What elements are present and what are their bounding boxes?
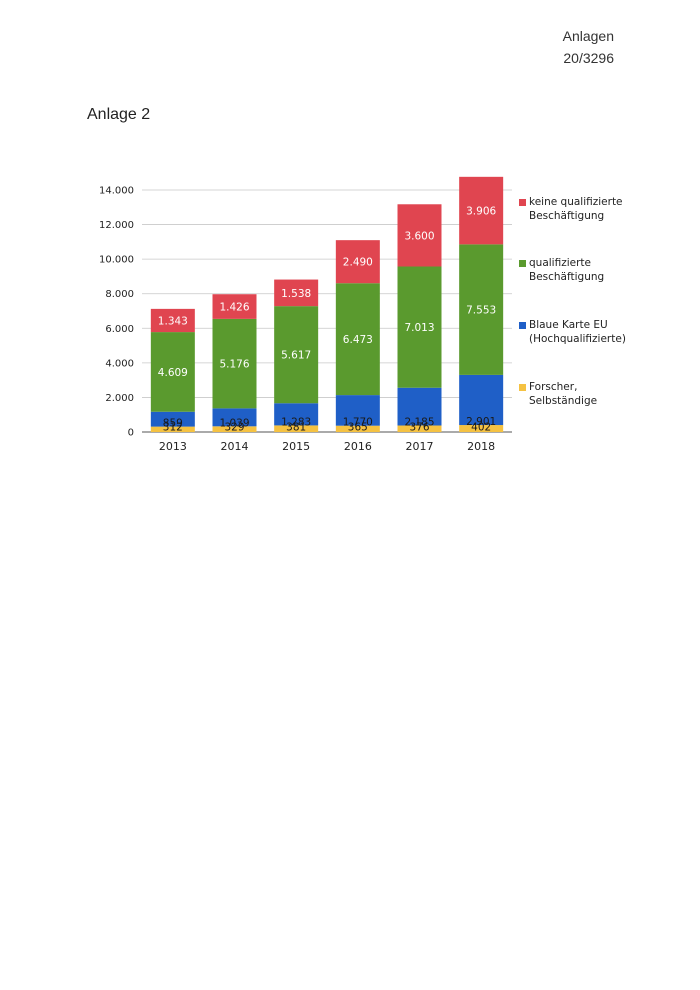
legend-label-keine: Beschäftigung [529, 210, 604, 222]
x-axis: 2013 2014 2015 2016 2017 2018 [159, 440, 495, 453]
bar-segment-forscher-2017 [397, 425, 442, 432]
value-label-qualifiziert-2013: 4.609 [158, 367, 188, 379]
bar-segment-forscher-2013 [150, 426, 195, 432]
bar-segment-blaue_karte-2016 [335, 395, 380, 426]
legend-label-blaue_karte: (Hochqualifizierte) [529, 333, 626, 345]
legend-label-blaue_karte: Blaue Karte EU [529, 319, 608, 331]
value-label-blaue_karte-2016: 1.770 [343, 417, 373, 429]
bar-segment-blaue_karte-2013 [150, 411, 195, 427]
x-tick-label: 2016 [344, 440, 372, 453]
value-label-forscher-2017: 376 [409, 422, 429, 434]
y-tick-label: 4.000 [105, 358, 134, 369]
legend-label-qualifiziert: qualifizierte [529, 257, 591, 269]
bar-segment-keine-2016 [335, 240, 380, 284]
page-label: Anlage 2 [87, 106, 151, 123]
value-label-qualifiziert-2016: 6.473 [343, 334, 373, 346]
legend-swatch-keine [519, 199, 526, 206]
bar-segment-blaue_karte-2014 [212, 408, 257, 427]
bar-segment-qualifiziert-2017 [397, 266, 442, 388]
y-axis: 0 2.000 4.000 6.000 8.000 10.000 12.000 14.000 [99, 186, 134, 439]
x-tick-label: 2017 [406, 440, 434, 453]
x-tick-label: 2013 [159, 440, 187, 453]
value-label-keine-2015: 1.538 [281, 288, 311, 300]
value-label-forscher-2016: 365 [348, 422, 368, 434]
bar-segment-forscher-2014 [212, 426, 257, 432]
legend-label-keine: keine qualifizierte [529, 196, 623, 208]
x-tick-label: 2015 [282, 440, 310, 453]
bar-segment-blaue_karte-2017 [397, 387, 442, 426]
bar-segment-qualifiziert-2013 [150, 332, 195, 412]
value-label-blaue_karte-2014: 1.039 [219, 417, 249, 429]
value-label-forscher-2013: 312 [163, 422, 183, 434]
value-label-forscher-2014: 329 [224, 422, 244, 434]
bar-segment-forscher-2016 [335, 425, 380, 432]
bar-segment-keine-2013 [150, 308, 195, 333]
y-tick-label: 2.000 [105, 393, 134, 404]
legend-label-forscher: Selbständige [529, 395, 597, 407]
legend-label-qualifiziert: Beschäftigung [529, 271, 604, 283]
value-label-blaue_karte-2017: 2.185 [404, 417, 434, 429]
x-tick-label: 2018 [467, 440, 495, 453]
bar-segment-forscher-2015 [274, 425, 319, 432]
value-label-keine-2018: 3.906 [466, 206, 496, 218]
value-label-qualifiziert-2015: 5.617 [281, 350, 311, 362]
header-line-1: Anlagen [562, 28, 614, 44]
y-tick-label: 6.000 [105, 324, 134, 335]
value-label-blaue_karte-2013: 859 [163, 418, 183, 430]
x-tick-label: 2014 [221, 440, 249, 453]
legend-swatch-blaue_karte [519, 322, 526, 329]
header-line-2: 20/3296 [563, 50, 614, 66]
bar-segment-blaue_karte-2015 [274, 403, 319, 426]
value-label-blaue_karte-2018: 2.901 [466, 416, 496, 428]
legend-swatch-qualifiziert [519, 260, 526, 267]
bar-segment-qualifiziert-2016 [335, 283, 380, 396]
legend-label-forscher: Forscher, [529, 381, 577, 393]
bar-segment-qualifiziert-2014 [212, 318, 257, 409]
value-label-keine-2013: 1.343 [158, 315, 188, 327]
legend: keine qualifizierte Beschäftigung qualifiz… [519, 196, 626, 407]
bar-segment-forscher-2018 [459, 425, 504, 432]
bar-segment-qualifiziert-2018 [459, 244, 504, 375]
bar-segment-keine-2018 [459, 176, 504, 245]
y-tick-label: 12.000 [99, 220, 134, 231]
value-label-keine-2016: 2.490 [343, 257, 373, 269]
value-label-qualifiziert-2017: 7.013 [404, 322, 434, 334]
y-tick-label: 0 [128, 428, 134, 439]
grid-lines [142, 189, 512, 433]
bar-segment-keine-2015 [274, 279, 319, 307]
value-label-keine-2017: 3.600 [404, 230, 434, 242]
bar-segment-qualifiziert-2015 [274, 306, 319, 404]
bar-segment-keine-2017 [397, 204, 442, 267]
value-label-qualifiziert-2014: 5.176 [219, 359, 249, 371]
value-label-qualifiziert-2018: 7.553 [466, 305, 496, 317]
legend-swatch-forscher [519, 384, 526, 391]
value-label-keine-2014: 1.426 [219, 302, 249, 314]
y-tick-label: 10.000 [99, 255, 134, 266]
value-label-forscher-2018: 402 [471, 422, 491, 434]
y-tick-label: 8.000 [105, 289, 134, 300]
y-tick-label: 14.000 [99, 186, 134, 197]
value-label-forscher-2015: 381 [286, 422, 306, 434]
value-label-blaue_karte-2015: 1.283 [281, 416, 311, 428]
bar-segment-keine-2014 [212, 294, 257, 319]
bar-segment-blaue_karte-2018 [459, 374, 504, 426]
